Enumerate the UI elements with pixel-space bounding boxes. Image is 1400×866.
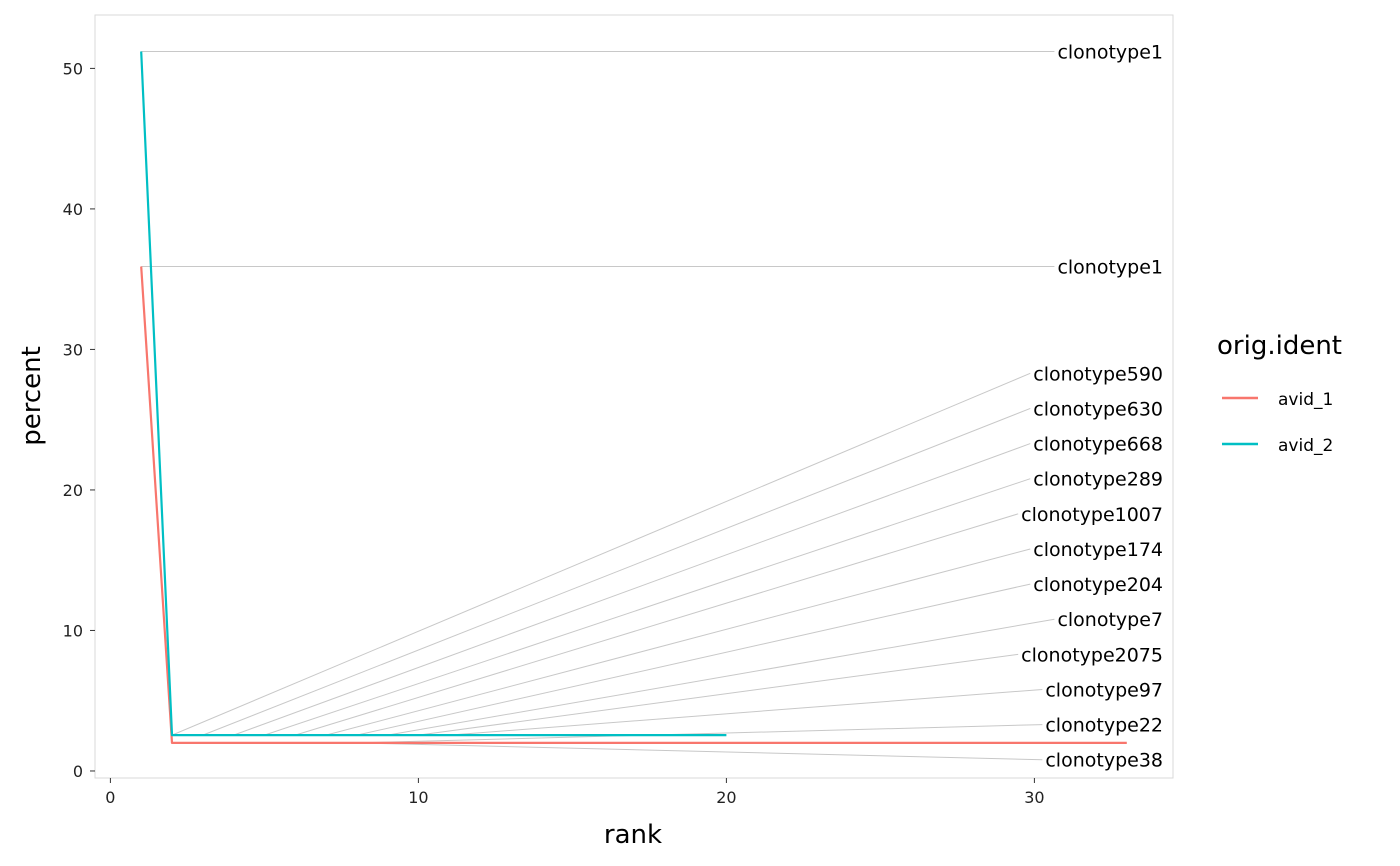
label-leader (264, 478, 1031, 736)
clonotype-label: clonotype1007 (1021, 504, 1163, 526)
label-leader (325, 548, 1031, 736)
series-lines (140, 51, 1127, 745)
series-line-avid-2 (140, 51, 727, 737)
legend-title: orig.ident (1217, 331, 1342, 361)
clonotype-label: clonotype7 (1057, 609, 1163, 631)
label-leader (356, 724, 1043, 744)
y-tick-label: 30 (63, 340, 83, 359)
x-tick-label: 0 (105, 788, 115, 807)
clonotype-label: clonotype97 (1045, 679, 1163, 701)
clonotype-labels: clonotype1 clonotype1 clonotype590 clonotyp… (1021, 42, 1163, 772)
x-tick-label: 10 (408, 788, 428, 807)
clonotype-label: clonotype1 (1057, 42, 1163, 64)
legend: orig.ident avid_1 avid_2 (1217, 331, 1342, 456)
label-leader (171, 372, 1031, 736)
label-leader (233, 443, 1031, 736)
x-tick-label: 20 (716, 788, 736, 807)
clonotype-label: clonotype2075 (1021, 644, 1163, 666)
clonotype-label: clonotype1 (1057, 257, 1163, 279)
label-leader (387, 618, 1055, 736)
series-line-avid-1 (140, 266, 1127, 745)
label-leader (356, 583, 1031, 736)
x-tick-label: 30 (1024, 788, 1044, 807)
clonotype-label: clonotype38 (1045, 750, 1163, 772)
axis-ticks: 0 10 20 30 0 10 20 30 40 50 (63, 59, 1045, 807)
label-leader (418, 653, 1019, 736)
clonotype-label: clonotype630 (1033, 398, 1163, 420)
y-tick-label: 0 (73, 762, 83, 781)
label-leader (356, 742, 1043, 761)
label-leader (202, 407, 1031, 736)
clonotype-label: clonotype289 (1033, 469, 1163, 491)
x-axis-title: rank (604, 820, 662, 850)
clonotype-label: clonotype22 (1045, 715, 1163, 737)
y-tick-label: 50 (63, 59, 83, 78)
legend-label-avid-2: avid_2 (1278, 436, 1333, 456)
label-leader (449, 688, 1043, 736)
y-tick-label: 10 (63, 621, 83, 640)
clonotype-label: clonotype668 (1033, 434, 1163, 456)
y-axis-title: percent (17, 346, 47, 446)
legend-label-avid-1: avid_1 (1278, 390, 1333, 410)
y-tick-label: 40 (63, 200, 83, 219)
y-tick-label: 20 (63, 481, 83, 500)
label-leader (295, 513, 1019, 736)
label-leaders (141, 51, 1055, 761)
clonotype-label: clonotype174 (1033, 539, 1163, 561)
clonotype-label: clonotype204 (1033, 574, 1163, 596)
clonotype-label: clonotype590 (1033, 363, 1163, 385)
plot-panel (94, 14, 1174, 779)
